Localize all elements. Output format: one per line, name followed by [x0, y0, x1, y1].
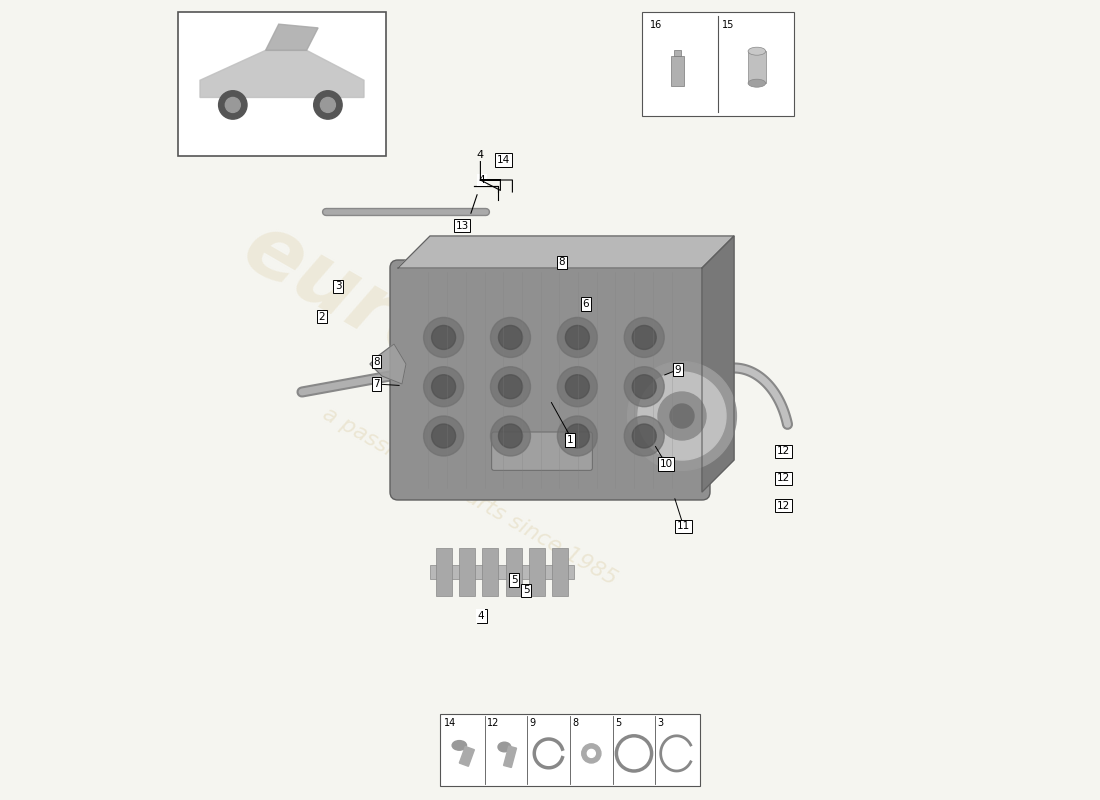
Circle shape: [582, 744, 601, 763]
Text: 14: 14: [497, 155, 510, 165]
FancyBboxPatch shape: [178, 12, 386, 156]
Bar: [437, 548, 452, 596]
Text: 5: 5: [615, 718, 622, 728]
Text: 4: 4: [478, 175, 485, 185]
Circle shape: [624, 366, 664, 406]
Text: 4: 4: [477, 611, 484, 621]
Text: 12: 12: [777, 446, 790, 456]
Bar: [504, 746, 517, 767]
Circle shape: [498, 374, 522, 398]
Text: 5: 5: [522, 586, 529, 595]
Ellipse shape: [498, 742, 510, 752]
Circle shape: [424, 318, 463, 358]
Circle shape: [632, 374, 657, 398]
Circle shape: [558, 318, 597, 358]
Text: 4: 4: [478, 611, 485, 621]
Text: 11: 11: [676, 522, 690, 531]
Text: 9: 9: [674, 365, 681, 374]
Circle shape: [624, 318, 664, 358]
Polygon shape: [398, 236, 734, 268]
Circle shape: [628, 362, 736, 470]
Circle shape: [491, 366, 530, 406]
Text: 8: 8: [572, 718, 579, 728]
Text: 5: 5: [510, 575, 517, 585]
Bar: [674, 50, 681, 56]
Circle shape: [226, 98, 240, 113]
Circle shape: [565, 326, 590, 350]
FancyBboxPatch shape: [642, 12, 794, 116]
Polygon shape: [200, 50, 364, 98]
FancyBboxPatch shape: [440, 714, 701, 786]
Bar: [460, 746, 474, 766]
Text: euroParts: euroParts: [229, 206, 679, 514]
Text: 12: 12: [487, 718, 499, 728]
Text: 6: 6: [583, 299, 590, 309]
Circle shape: [320, 98, 336, 113]
Bar: [551, 548, 568, 596]
Text: 4: 4: [476, 150, 484, 160]
Bar: [430, 565, 574, 579]
Circle shape: [491, 318, 530, 358]
FancyBboxPatch shape: [492, 432, 593, 470]
Polygon shape: [265, 24, 318, 50]
Text: 3: 3: [334, 282, 341, 291]
Bar: [460, 548, 475, 596]
Circle shape: [587, 750, 595, 758]
Text: 9: 9: [530, 718, 536, 728]
Bar: [506, 548, 521, 596]
Circle shape: [431, 326, 455, 350]
Ellipse shape: [748, 47, 766, 55]
Bar: [748, 51, 766, 83]
Text: 8: 8: [559, 258, 565, 267]
Circle shape: [431, 424, 455, 448]
Text: 12: 12: [777, 474, 790, 483]
Bar: [671, 56, 684, 86]
Text: 2: 2: [319, 312, 326, 322]
Circle shape: [219, 90, 248, 119]
Circle shape: [558, 416, 597, 456]
Text: 3: 3: [658, 718, 664, 728]
Text: 7: 7: [373, 379, 380, 389]
Bar: [483, 548, 498, 596]
Text: 13: 13: [455, 221, 469, 230]
Circle shape: [424, 416, 463, 456]
Text: 10: 10: [659, 459, 672, 469]
Text: 8: 8: [373, 357, 380, 366]
Bar: [529, 548, 544, 596]
Circle shape: [558, 366, 597, 406]
Circle shape: [638, 372, 726, 460]
Circle shape: [498, 326, 522, 350]
Circle shape: [314, 90, 342, 119]
Circle shape: [670, 404, 694, 428]
Text: 14: 14: [444, 718, 456, 728]
Circle shape: [565, 374, 590, 398]
Circle shape: [658, 392, 706, 440]
Circle shape: [632, 424, 657, 448]
Circle shape: [624, 416, 664, 456]
Circle shape: [424, 366, 463, 406]
Ellipse shape: [748, 79, 766, 87]
Circle shape: [491, 416, 530, 456]
Text: 12: 12: [777, 501, 790, 510]
Ellipse shape: [452, 741, 466, 750]
Text: a passion for parts since 1985: a passion for parts since 1985: [319, 403, 620, 589]
FancyBboxPatch shape: [390, 260, 710, 500]
Circle shape: [565, 424, 590, 448]
Circle shape: [498, 424, 522, 448]
Text: 1: 1: [566, 435, 573, 445]
Polygon shape: [370, 344, 406, 384]
Circle shape: [431, 374, 455, 398]
Text: 16: 16: [650, 20, 662, 30]
Polygon shape: [702, 236, 734, 492]
Text: 15: 15: [722, 20, 735, 30]
Circle shape: [632, 326, 657, 350]
